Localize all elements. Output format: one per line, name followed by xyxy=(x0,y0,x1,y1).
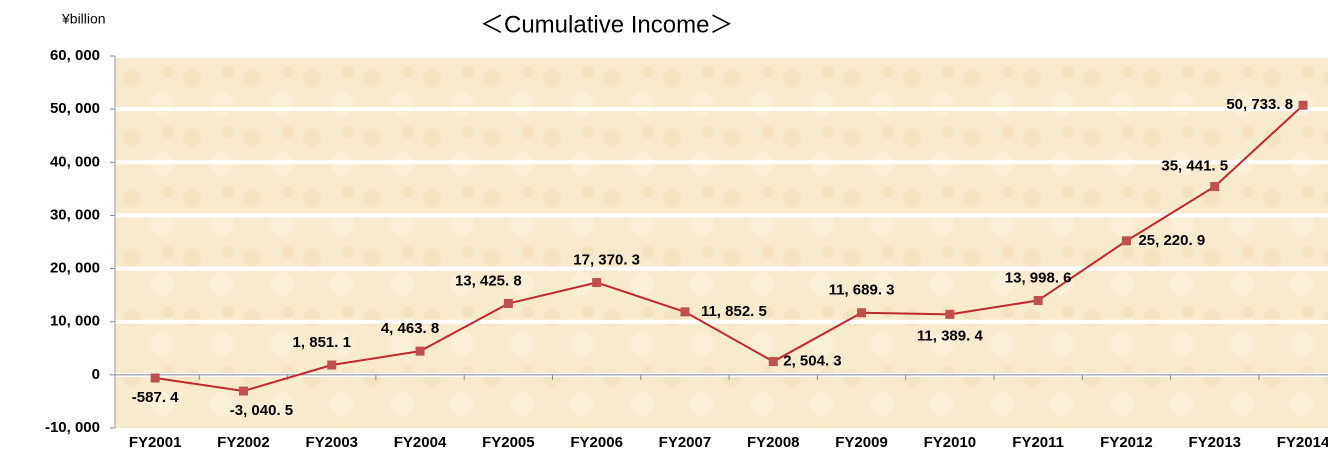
marker xyxy=(857,308,867,318)
x-tick-label: FY2014 xyxy=(1277,434,1328,451)
data-label: 11, 689. 3 xyxy=(829,282,895,299)
data-label: 4, 463. 8 xyxy=(381,320,439,337)
marker xyxy=(1298,100,1308,110)
x-tick-label: FY2011 xyxy=(1012,434,1064,451)
x-tick-label: FY2002 xyxy=(217,434,270,451)
marker xyxy=(945,309,955,319)
data-label: -3, 040. 5 xyxy=(230,402,293,419)
marker xyxy=(150,373,160,383)
data-label: 35, 441. 5 xyxy=(1161,157,1228,174)
marker xyxy=(1033,295,1043,305)
marker xyxy=(592,278,602,288)
x-tick-label: FY2009 xyxy=(835,434,888,451)
line xyxy=(155,104,1304,393)
marker xyxy=(1210,182,1220,192)
data-label: 25, 220. 9 xyxy=(1138,232,1205,249)
marker xyxy=(768,357,778,367)
y-tick-label: 0 xyxy=(92,366,100,383)
x-tick-label: FY2007 xyxy=(659,434,712,451)
data-label: 2, 504. 3 xyxy=(783,353,841,370)
x-tick-label: FY2001 xyxy=(129,434,182,451)
chart-title: ＜Cumulative Income＞ xyxy=(480,11,733,38)
x-tick-label: FY2004 xyxy=(394,434,447,451)
x-tick-label: FY2013 xyxy=(1188,434,1241,451)
marker xyxy=(680,307,690,317)
y-tick-label: 20, 000 xyxy=(50,260,100,277)
y-axis-label: ¥billion xyxy=(61,11,106,27)
y-tick-label: 30, 000 xyxy=(50,206,100,223)
data-label: 11, 389. 4 xyxy=(917,327,984,344)
data-label: 1, 851. 1 xyxy=(293,334,351,351)
marker xyxy=(503,299,513,309)
data-label: 50, 733. 8 xyxy=(1226,96,1293,113)
x-tick-label: FY2010 xyxy=(924,434,977,451)
x-tick-label: FY2003 xyxy=(305,434,358,451)
marker xyxy=(415,346,425,356)
marker xyxy=(1121,236,1131,246)
x-tick-label: FY2012 xyxy=(1100,434,1153,451)
x-tick-label: FY2006 xyxy=(570,434,623,451)
y-tick-label: 40, 000 xyxy=(50,153,100,170)
data-label: 13, 998. 6 xyxy=(1005,269,1072,286)
y-tick-label: -10, 000 xyxy=(45,419,100,436)
marker xyxy=(327,360,337,370)
y-tick-label: 60, 000 xyxy=(50,47,100,64)
x-tick-label: FY2005 xyxy=(482,434,535,451)
y-tick-label: 50, 000 xyxy=(50,100,100,117)
x-tick-label: FY2008 xyxy=(747,434,800,451)
data-label: -587. 4 xyxy=(132,389,179,406)
y-tick-label: 10, 000 xyxy=(50,313,100,330)
data-label: 13, 425. 8 xyxy=(455,272,522,289)
marker xyxy=(238,386,248,396)
data-label: 17, 370. 3 xyxy=(573,252,640,269)
data-label: 11, 852. 5 xyxy=(701,303,767,320)
